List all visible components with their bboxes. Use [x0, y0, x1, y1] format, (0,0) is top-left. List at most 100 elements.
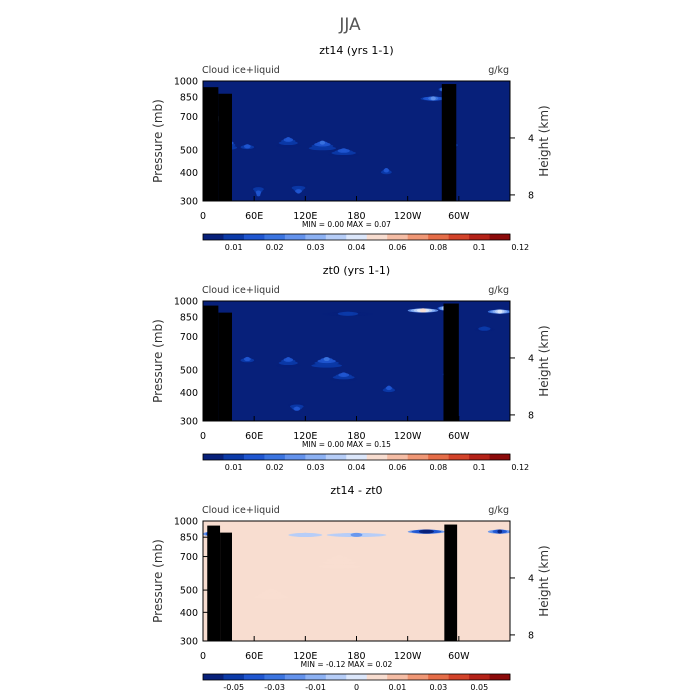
y-tick-label: 1000 [174, 297, 198, 308]
land-mask [207, 525, 221, 641]
x-tick-label: 120E [293, 651, 317, 662]
colorbar-swatch [243, 234, 265, 240]
colorbar-swatch [489, 454, 511, 460]
colorbar-swatch [366, 234, 388, 240]
colorbar-swatch [325, 454, 347, 460]
x-tick-label: 180 [347, 211, 365, 222]
x-tick-label: 120W [394, 211, 422, 222]
panels: zt14 (yrs 1-1)Cloud ice+liquid g/kg300400… [151, 44, 551, 692]
colorbar-swatch [469, 234, 490, 240]
x-tick-label: 60E [245, 651, 263, 662]
y-tick-label: 1000 [174, 517, 198, 528]
x-tick-label: 0 [200, 431, 206, 442]
figure-title: JJA [338, 15, 361, 35]
panel-title: zt14 - zt0 [330, 484, 382, 497]
colorbar-label: 0.12 [511, 463, 529, 472]
x-tick-label: 60W [448, 431, 470, 442]
contour-fill [285, 137, 291, 142]
contour-fill [340, 372, 347, 377]
contour-fill [430, 96, 436, 101]
colorbar-swatch [448, 674, 470, 680]
contour-fill [319, 140, 326, 145]
colorbar-swatch [325, 674, 347, 680]
colorbar-swatch [264, 454, 286, 460]
colorbar-label: 0.08 [429, 243, 447, 252]
y-tick-label: 500 [180, 146, 198, 157]
land-mask [218, 312, 232, 421]
contour-fill [386, 385, 391, 390]
colorbar-swatch [387, 454, 408, 460]
stats-label: MIN = 0.00 MAX = 0.07 [302, 220, 391, 229]
colorbar-label: 0.1 [473, 243, 486, 252]
colorbar-swatch [428, 674, 449, 680]
x-tick-label: 0 [200, 651, 206, 662]
x-tick-label: 60W [448, 211, 470, 222]
contour-fill [267, 588, 275, 593]
y-tick-label: 850 [180, 533, 198, 544]
contour-fill [419, 308, 427, 313]
colorbar-label: 0.02 [266, 463, 284, 472]
land-mask [441, 84, 457, 201]
colorbar-label: 0.06 [389, 243, 407, 252]
colorbar-swatch [284, 674, 306, 680]
colorbar-swatch [428, 454, 449, 460]
contour-fill [384, 168, 389, 173]
colorbar-swatch [448, 454, 470, 460]
y-tick-label: 700 [180, 332, 198, 343]
colorbar-swatch [284, 454, 306, 460]
colorbar-label: 0.03 [429, 683, 447, 692]
height-tick-label: 8 [528, 410, 534, 421]
colorbar-swatch [223, 234, 245, 240]
colorbar-label: 0.03 [307, 243, 325, 252]
contour-fill [256, 192, 261, 197]
contour-fill [245, 144, 250, 149]
colorbar-swatch [203, 234, 224, 240]
field-label: Cloud ice+liquid [202, 65, 280, 76]
colorbar-swatch [203, 674, 224, 680]
panel-1: zt14 (yrs 1-1)Cloud ice+liquid g/kg300400… [151, 44, 551, 252]
contour-fill [482, 326, 487, 331]
y-tick-label: 400 [180, 168, 198, 179]
colorbar-swatch [407, 234, 429, 240]
colorbar-swatch [264, 674, 286, 680]
colorbar-swatch [243, 454, 265, 460]
contour-fill [285, 357, 291, 362]
height-tick-label: 4 [528, 133, 534, 144]
field-plot [203, 301, 510, 421]
colorbar-swatch [305, 234, 327, 240]
colorbar-frame [202, 233, 511, 241]
contour-fill [318, 564, 361, 569]
colorbar-swatch [223, 674, 245, 680]
contour-fill [245, 356, 250, 361]
x-tick-label: 60E [245, 211, 263, 222]
colorbar-swatch [223, 454, 245, 460]
colorbar-swatch [407, 454, 429, 460]
field-plot [203, 521, 510, 641]
colorbar-swatch [305, 674, 327, 680]
height-tick-label: 8 [528, 190, 534, 201]
contour-fill [497, 309, 503, 314]
colorbar-label: 0.08 [429, 463, 447, 472]
y-tick-label: 500 [180, 586, 198, 597]
colorbar-label: -0.01 [305, 683, 326, 692]
height-tick-label: 4 [528, 353, 534, 364]
land-mask [443, 303, 459, 421]
colorbar-label: 0 [354, 683, 359, 692]
panel-title: zt0 (yrs 1-1) [323, 264, 390, 277]
field-background [203, 521, 510, 641]
units-label: g/kg [488, 285, 509, 296]
colorbar-frame [202, 453, 511, 461]
contour-fill [296, 189, 301, 194]
contour-fill [340, 148, 347, 153]
x-tick-label: 120E [293, 211, 317, 222]
y2-axis-title: Height (km) [537, 325, 551, 396]
colorbar-swatch [489, 234, 511, 240]
colorbar-label: 0.03 [307, 463, 325, 472]
contour-fill [294, 406, 299, 411]
contour-fill [350, 532, 363, 537]
x-tick-label: 60W [448, 651, 470, 662]
land-mask [218, 93, 232, 201]
x-tick-label: 120W [394, 431, 422, 442]
y-tick-label: 400 [180, 608, 198, 619]
